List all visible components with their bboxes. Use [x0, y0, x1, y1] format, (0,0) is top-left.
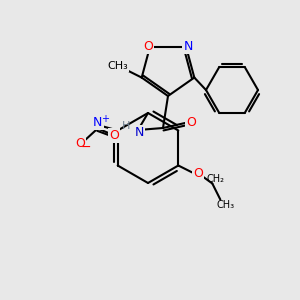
Text: O: O	[186, 116, 196, 130]
Text: N: N	[134, 127, 144, 140]
Text: CH₂: CH₂	[206, 173, 224, 184]
Text: CH₃: CH₃	[107, 61, 128, 70]
Text: N: N	[93, 116, 102, 129]
Text: +: +	[101, 113, 109, 124]
Text: N: N	[183, 40, 193, 53]
Text: O: O	[194, 167, 203, 180]
Text: O: O	[109, 129, 118, 142]
Text: O: O	[75, 137, 85, 150]
Text: −: −	[80, 141, 91, 154]
Text: CH₃: CH₃	[216, 200, 234, 209]
Text: H: H	[122, 121, 130, 131]
Text: O: O	[143, 40, 153, 53]
